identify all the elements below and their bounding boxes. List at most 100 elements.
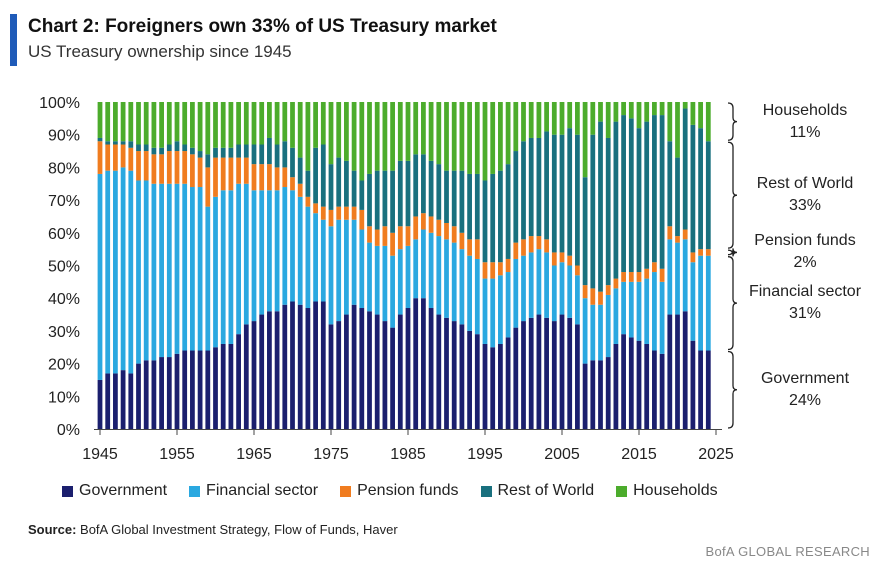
bar-segment-pension-funds — [159, 154, 164, 184]
bar-segment-rest-of-world — [113, 141, 118, 145]
bar-segment-rest-of-world — [243, 144, 249, 158]
bar-segment-rest-of-world — [159, 147, 164, 155]
bar-segment-rest-of-world — [498, 170, 503, 263]
bar-segment-financial-sector — [705, 255, 711, 351]
bar-segment-households — [166, 102, 172, 145]
bar-segment-government — [505, 337, 511, 429]
bar-segment-pension-funds — [575, 265, 580, 276]
bar-segment-financial-sector — [305, 206, 311, 309]
bar-segment-financial-sector — [474, 258, 480, 335]
bar-segment-pension-funds — [328, 209, 334, 227]
bar-segment-pension-funds — [367, 226, 372, 243]
bar-segment-pension-funds — [143, 151, 149, 181]
bar-segment-rest-of-world — [451, 170, 457, 227]
bar-segment-government — [159, 357, 164, 429]
bar-segment-households — [575, 102, 580, 135]
bar-segment-rest-of-world — [513, 151, 519, 243]
bar-segment-households — [397, 102, 403, 161]
bar-segment-pension-funds — [636, 272, 642, 282]
bar-segment-pension-funds — [421, 213, 426, 230]
annotation-brace — [727, 102, 738, 141]
bar-segment-households — [428, 102, 434, 161]
bar-segment-pension-funds — [698, 249, 703, 256]
bar-segment-government — [367, 311, 372, 429]
bar-segment-government — [675, 314, 680, 429]
bar-segment-government — [482, 343, 488, 429]
legend-label: Households — [633, 482, 718, 499]
legend-item-rest-of-world: Rest of World — [480, 482, 595, 500]
bar-segment-households — [236, 102, 241, 145]
bar-segment-government — [444, 317, 449, 429]
bar-segment-financial-sector — [205, 206, 211, 351]
bar-segment-government — [120, 370, 126, 429]
bar-segment-households — [528, 102, 534, 138]
bar-segment-pension-funds — [405, 226, 411, 246]
bar-segment-rest-of-world — [436, 164, 442, 220]
legend-item-financial-sector: Financial sector — [189, 482, 318, 500]
bar-segment-government — [690, 340, 696, 429]
annotation-government: Government 24% — [740, 368, 870, 412]
bar-segment-rest-of-world — [652, 115, 657, 263]
bar-segment-government — [205, 350, 211, 429]
bar-segment-rest-of-world — [351, 170, 357, 207]
bar-segment-financial-sector — [220, 190, 226, 344]
y-axis: 0% 10% 20% 30% 40% 50% 60% 70% 80% 90% 100% — [39, 95, 80, 439]
bar-segment-financial-sector — [367, 242, 372, 312]
bar-segment-government — [621, 334, 626, 429]
bar-segment-government — [667, 314, 673, 429]
bar-segment-pension-funds — [259, 164, 265, 191]
bar-segment-pension-funds — [397, 226, 403, 250]
bar-segment-pension-funds — [205, 167, 211, 207]
bar-segment-rest-of-world — [259, 144, 265, 165]
source-note: Source: BofA Global Investment Strategy,… — [28, 522, 398, 537]
bar-segment-financial-sector — [459, 249, 465, 325]
bar-segment-households — [582, 102, 588, 178]
bar-segment-pension-funds — [97, 141, 103, 174]
bar-segment-pension-funds — [413, 216, 419, 240]
bar-segment-rest-of-world — [374, 170, 380, 230]
bar-segment-rest-of-world — [559, 134, 565, 253]
bar-segment-pension-funds — [567, 255, 573, 266]
bar-segment-households — [297, 102, 303, 158]
bar-segment-households — [513, 102, 519, 152]
x-tick-label: 2025 — [698, 446, 734, 463]
bar-segment-government — [359, 308, 365, 429]
bar-segment-rest-of-world — [105, 141, 111, 145]
bar-segment-pension-funds — [174, 151, 180, 184]
bar-segment-financial-sector — [575, 275, 580, 325]
legend-label: Rest of World — [497, 482, 595, 499]
bar-segment-government — [136, 363, 141, 429]
bar-segment-households — [220, 102, 226, 148]
bar-segment-government — [259, 314, 265, 429]
bar-segment-government — [97, 379, 103, 429]
bar-segment-households — [652, 102, 657, 116]
bar-segment-financial-sector — [228, 190, 234, 344]
bar-segment-households — [182, 102, 188, 145]
bar-segment-pension-funds — [128, 147, 134, 171]
bar-segment-pension-funds — [120, 144, 126, 168]
bar-segment-government — [336, 321, 342, 429]
bar-segment-financial-sector — [336, 219, 342, 322]
annotation-value: 24% — [788, 391, 822, 409]
bar-segment-government — [459, 324, 465, 429]
bar-segment-government — [113, 373, 118, 429]
bar-segment-households — [243, 102, 249, 145]
bar-segment-rest-of-world — [405, 160, 411, 227]
bar-segment-households — [567, 102, 573, 129]
bar-segment-government — [644, 343, 650, 429]
bar-segment-pension-funds — [436, 219, 442, 237]
bar-segment-households — [690, 102, 696, 125]
bar-segment-pension-funds — [621, 272, 626, 282]
bar-segment-financial-sector — [113, 170, 118, 374]
bar-segment-government — [236, 334, 241, 429]
bar-segment-households — [228, 102, 234, 148]
bar-segment-rest-of-world — [182, 144, 188, 152]
bar-segment-government — [405, 308, 411, 429]
bar-segment-rest-of-world — [598, 121, 603, 292]
bar-segment-government — [421, 298, 426, 429]
bar-segment-rest-of-world — [659, 115, 665, 269]
bar-segment-households — [374, 102, 380, 171]
bar-segment-pension-funds — [182, 151, 188, 184]
bar-segment-pension-funds — [544, 239, 549, 253]
bar-segment-households — [605, 102, 611, 138]
